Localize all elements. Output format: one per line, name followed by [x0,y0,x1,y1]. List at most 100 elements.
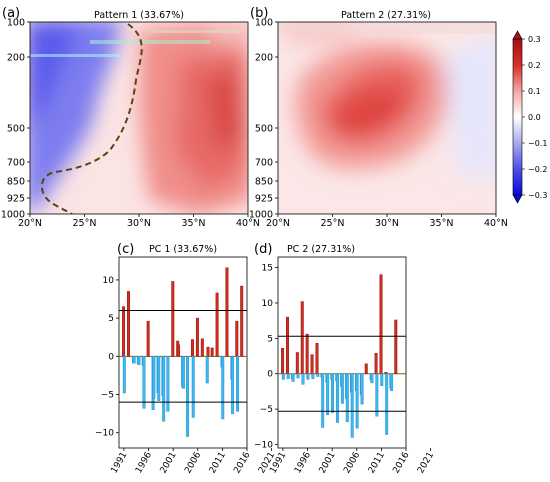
panel-d-ytick-label: −5 [260,405,273,415]
panel-d-bar-negative [291,373,295,382]
panel-c-label: (c) [117,242,134,257]
panel-d-ytick-label: 15 [262,264,273,274]
panel-d-bar-negative [321,373,325,428]
panel-c-bar-negative [122,356,126,394]
panel-a-xtick-label: 35°N [182,218,206,229]
panel-c-bar-positive [190,339,194,357]
panel-d-frame [277,256,407,449]
panel-a-ytick-label: 200 [7,53,25,64]
panel-c-bar-negative [157,356,161,401]
colorbar-bar [512,38,523,196]
panel-b-field [278,22,496,214]
panel-d-ytick-label: 10 [262,299,274,309]
colorbar-tick-label: −0.1 [528,139,547,148]
colorbar-tick-label: −0.2 [528,165,547,174]
panel-c-bar-positive [235,320,239,357]
panel-b-ytick-label: 1000 [249,210,273,221]
colorbar-tick-label: 0.0 [528,113,541,122]
panel-d-bar-positive [295,352,299,374]
colorbar: 0.3 0.2 0.1 0.0 −0.1 −0.2 −0.3 [512,30,547,204]
panel-a-xtick-label: 40°N [236,218,260,229]
panel-c-bar-negative [142,356,146,409]
panel-d-bar-negative [335,373,339,423]
panel-c-bars [119,267,247,437]
panel-b-xtick-label: 35°N [430,218,454,229]
panel-a-xtick-label: 20°N [18,218,42,229]
panel-b-ytick-label: 850 [255,177,273,188]
panel-c-bar-negative [221,356,225,420]
panel-c-bar-positive [122,306,126,357]
panel-d-xtick-label: 2011 [367,451,387,476]
panel-d-bar-negative [385,373,389,435]
panel-b: (b) Pattern 2 (27.31%) 20°N 25°N 30°N 35°N 4… [249,6,508,229]
panel-a-label: (a) [2,6,20,21]
panel-a-ytick-label: 850 [7,177,25,188]
colorbar-tick-label: 0.3 [528,35,541,44]
panel-d-label: (d) [254,242,272,257]
panel-b-ytick-label: 700 [255,158,273,169]
colorbar-tick-label: 0.2 [528,61,541,70]
panel-d-bar-positive [305,333,309,374]
panel-c-bar-negative [191,356,195,418]
panel-c-bar-positive [225,267,229,357]
panel-c-xtick-label: 1991 [109,451,129,476]
panel-d-bar-negative [355,373,359,429]
panel-a-ytick-label: 700 [7,158,25,169]
panel-c-title: PC 1 (33.67%) [149,244,217,255]
panel-d-bar-negative [350,373,354,438]
panel-c-ytick-label: −5 [101,391,114,401]
panel-c-bar-positive [206,346,210,357]
panel-c-bar-negative [166,356,170,412]
panel-d-bar-negative [301,373,305,385]
panel-b-ytick-label: 200 [255,53,273,64]
panel-d-bar-negative [380,373,384,386]
panel-d-bar-positive [364,363,368,374]
panel-c-bar-positive [195,317,199,357]
panel-d-bar-positive [281,348,285,374]
panel-b-ytick-label: 925 [255,194,273,205]
panel-a: (a) Pattern 1 (33.67%) 20°N 25°N 30°N 35°N 4… [1,6,260,229]
colorbar-tick-label: −0.3 [528,191,547,200]
panel-d-bar-positive [310,354,314,374]
panel-d-bar-negative [316,373,320,377]
panel-a-ytick-label: 925 [7,194,25,205]
panel-d-bar-negative [306,373,310,380]
panel-c-xtick-label: 1996 [134,450,154,475]
panel-d-xtick-label: 2021 [416,451,436,476]
panel-c-bar-negative [152,356,156,399]
panel-d-bar-negative [311,373,315,379]
panel-d-bar-negative [296,373,300,379]
panel-a-ytick-label: 100 [7,18,25,29]
panel-c-bar-negative [132,356,136,364]
panel-b-label: (b) [250,6,268,21]
panel-c-bar-negative [162,356,166,422]
panel-d-title: PC 2 (27.31%) [287,244,355,255]
panel-d-bar-negative [345,373,349,423]
panel-b-xtick-label: 40°N [484,218,508,229]
panel-c-xtick-label: 2016 [232,450,252,475]
panel-b-title: Pattern 2 (27.31%) [341,10,431,21]
panel-d-bar-negative [286,373,290,379]
panel-c-bar-positive [200,338,204,357]
panel-b-ytick-label: 500 [255,124,273,135]
panel-d-xtick-label: 2001 [318,451,338,476]
panel-b-xtick-label: 30°N [375,218,399,229]
panel-c-bar-positive [240,285,244,357]
panel-a-ytick-label: 500 [7,124,25,135]
panel-d-bar-positive [374,352,378,374]
panel-c-xtick-label: 2001 [159,451,179,476]
panel-c-bar-positive [126,291,130,357]
panel-d-ytick-label: 5 [267,334,273,344]
panel-c-bar-negative [205,356,209,384]
panel-c-bar-negative [137,356,141,365]
panel-a-ytick-label: 1000 [1,210,25,221]
panel-d-bar-negative [326,373,330,416]
panel-d-bar-positive [285,316,289,374]
panel-d-xtick-label: 2006 [342,450,362,475]
panel-c-bar-negative [236,356,240,412]
colorbar-top-arrow [512,30,523,40]
panel-c-ytick-label: 0 [108,352,114,362]
panel-b-xtick-label: 25°N [321,218,345,229]
